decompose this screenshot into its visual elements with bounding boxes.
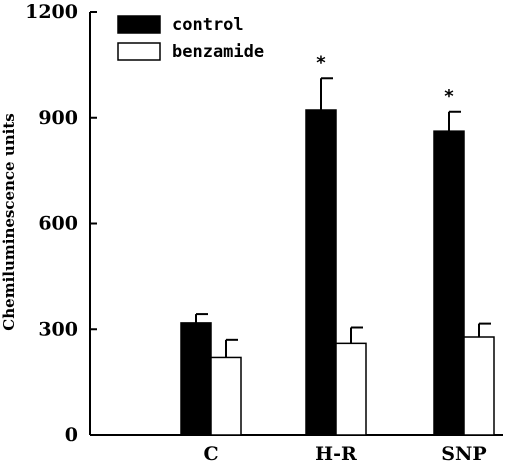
- bar-control-c: [180, 322, 212, 436]
- y-ticks: 0 300 600 900 1200: [25, 1, 97, 446]
- y-tick-label: 900: [38, 107, 78, 129]
- bar-control-snp: [433, 130, 465, 436]
- legend-label-benzamide: benzamide: [172, 42, 264, 62]
- bar-benzamide-h-r: [335, 342, 367, 436]
- y-tick-label: 1200: [25, 1, 78, 23]
- category-label: SNP: [441, 443, 486, 464]
- category-label: C: [203, 443, 218, 464]
- y-tick-label: 300: [38, 318, 78, 340]
- bar-benzamide-snp: [463, 336, 495, 436]
- legend: control benzamide: [117, 15, 264, 62]
- significance-mark: *: [316, 52, 326, 73]
- bar-control-h-r: [305, 109, 337, 436]
- legend-swatch-control: [117, 15, 161, 34]
- y-axis-label: Chemiluminescence units: [0, 113, 18, 330]
- y-tick-label: 600: [38, 213, 78, 235]
- legend-label-control: control: [172, 15, 244, 35]
- y-tick-label: 0: [65, 424, 78, 446]
- category-labels: C H-R SNP: [203, 443, 486, 464]
- bar-benzamide-c: [210, 356, 242, 436]
- category-label: H-R: [315, 443, 357, 464]
- bars: **: [180, 52, 495, 436]
- legend-swatch-benzamide: [117, 42, 161, 61]
- significance-mark: *: [444, 86, 454, 107]
